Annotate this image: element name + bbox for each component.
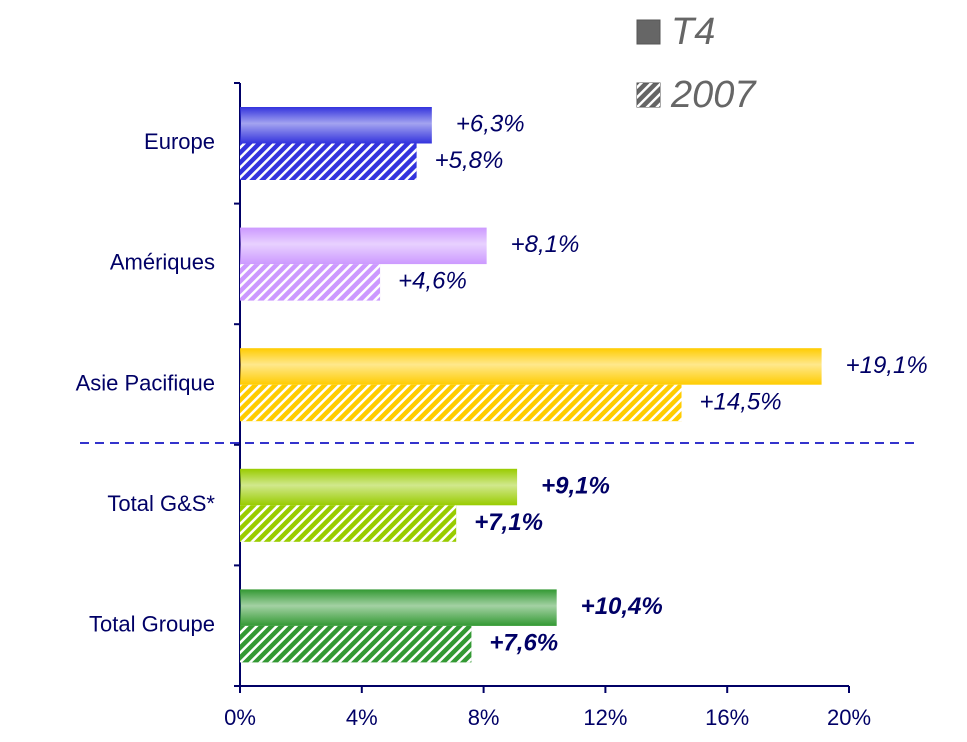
bar-hatch [240,264,381,301]
value-label: +9,1% [541,472,610,499]
bar [240,107,432,144]
x-tick-label: 0% [224,705,256,730]
value-label: +7,6% [489,629,558,656]
value-label: +8,1% [511,231,580,258]
value-label: +10,4% [581,593,663,620]
category-label: Total Groupe [89,612,215,637]
bar-hatch [240,143,417,180]
bar-hatch [240,625,472,663]
bar [240,227,487,265]
x-tick-label: 20% [827,705,871,730]
legend-label: T4 [671,11,715,53]
category-label: Total G&S* [107,491,215,516]
bar [240,589,557,626]
legend-hatch [637,83,660,107]
x-tick-label: 16% [705,705,749,730]
bar-hatch [240,384,682,422]
x-tick-label: 4% [346,705,378,730]
legend-label: 2007 [670,74,757,116]
value-label: +6,3% [456,111,525,138]
x-tick-label: 12% [583,705,627,730]
value-label: +14,5% [700,388,782,415]
bar [240,348,822,385]
value-label: +5,8% [435,147,504,174]
value-label: +4,6% [398,268,467,295]
bar [240,468,518,506]
category-label: Asie Pacifique [76,370,215,395]
category-label: Amériques [110,250,215,275]
value-label: +7,1% [474,509,543,536]
legend-swatch [636,19,661,45]
category-label: Europe [144,129,215,154]
value-label: +19,1% [846,352,928,379]
bar-hatch [240,505,457,542]
x-tick-label: 8% [468,705,500,730]
